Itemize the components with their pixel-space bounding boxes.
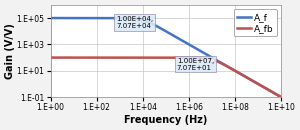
A_fb [279,96,283,98]
Text: 1.00E+07,
7.07E+01: 1.00E+07, 7.07E+01 [177,58,214,71]
X-axis label: Frequency (Hz): Frequency (Hz) [124,115,208,125]
A_fb [89,57,92,58]
A_fb [75,57,79,58]
Legend: A_f, A_fb: A_f, A_fb [234,9,277,36]
A_f [49,17,52,19]
A_f [279,96,283,98]
Line: A_fb: A_fb [50,58,281,97]
A_f [275,94,278,95]
Y-axis label: Gain (V/V): Gain (V/V) [5,23,15,79]
A_fb [49,57,52,58]
Text: 1.00E+04,
7.07E+04: 1.00E+04, 7.07E+04 [116,16,153,29]
A_f [75,17,79,19]
A_f [89,17,92,19]
A_f [137,18,141,20]
A_fb [147,57,151,58]
A_fb [250,80,253,81]
Line: A_f: A_f [50,18,281,97]
A_f [147,22,151,23]
A_f [250,80,253,81]
A_fb [137,57,141,58]
A_fb [275,94,278,95]
